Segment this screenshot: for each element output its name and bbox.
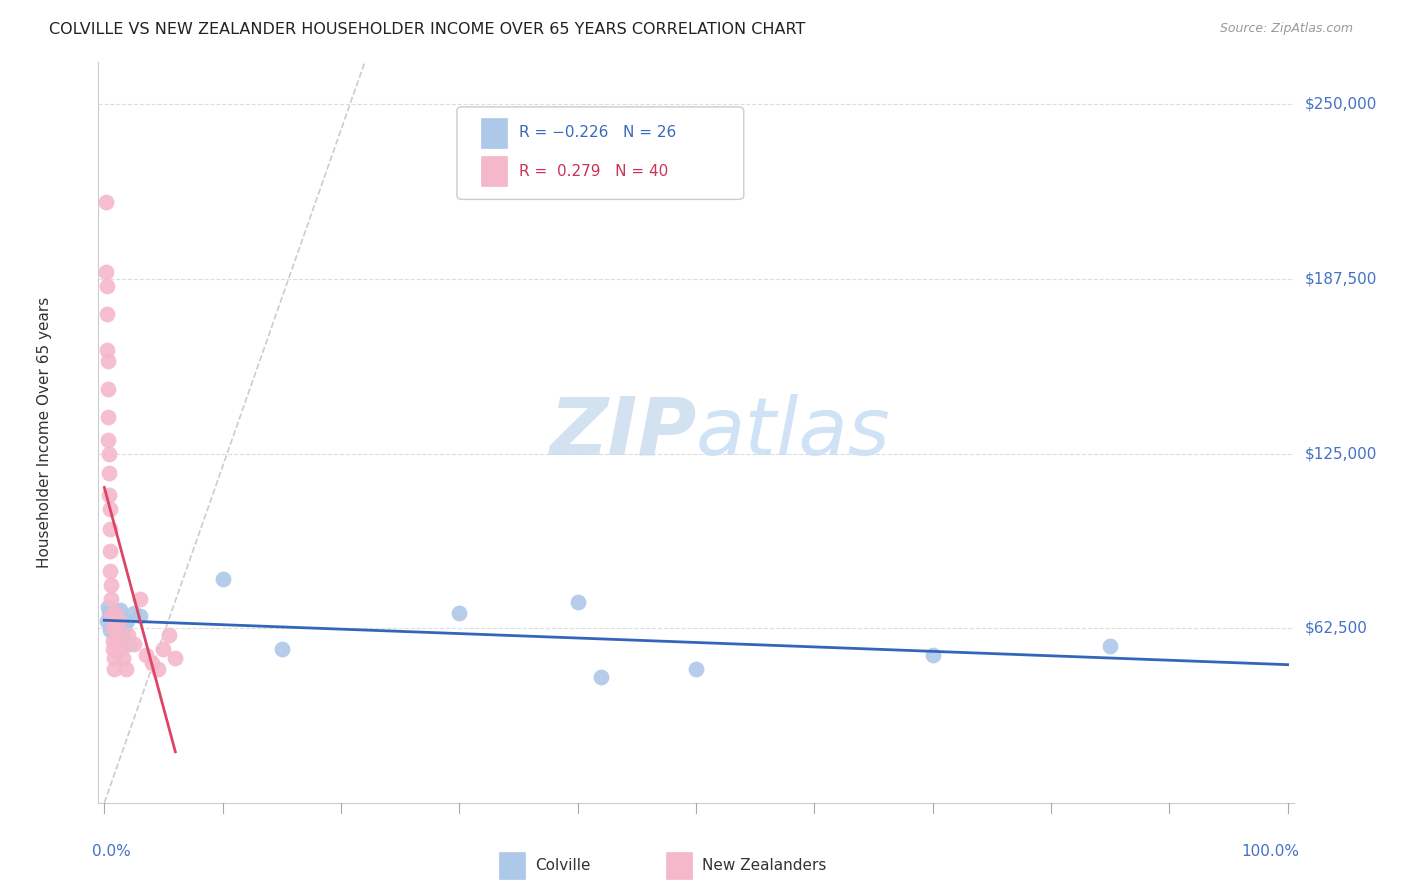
Text: R = −0.226   N = 26: R = −0.226 N = 26 [519,125,676,140]
Point [96,614,118,628]
Text: atlas: atlas [696,393,891,472]
Point [211,572,233,586]
Point [97,433,120,447]
Point [128,591,150,606]
Point [98,488,121,502]
Text: 100.0%: 100.0% [1241,844,1299,858]
Point [98,544,121,558]
Point [94,265,117,279]
Point [122,636,145,650]
Point [105,633,128,648]
Point [101,620,124,634]
Point [112,650,135,665]
Point [104,606,127,620]
Point [449,606,471,620]
FancyBboxPatch shape [457,107,744,200]
Point [98,564,121,578]
Point [107,614,129,628]
Text: New Zealanders: New Zealanders [702,858,827,873]
Point [98,522,121,536]
Point [105,623,128,637]
Text: R =  0.279   N = 40: R = 0.279 N = 40 [519,164,668,178]
Point [591,670,613,684]
Point [103,628,125,642]
Point [103,662,125,676]
Bar [666,853,692,879]
Text: $187,500: $187,500 [1305,271,1376,286]
Point [114,662,136,676]
Point [97,354,120,368]
Point [141,656,163,670]
Text: 0.0%: 0.0% [93,844,131,858]
Point [100,608,122,623]
Point [135,648,157,662]
Point [1099,640,1122,654]
Point [270,642,292,657]
Point [111,628,134,642]
Point [101,620,124,634]
Point [107,614,129,628]
Point [100,591,122,606]
Point [100,608,122,623]
Point [104,614,127,628]
Point [100,578,122,592]
Point [96,343,118,358]
Bar [499,853,524,879]
Point [165,650,187,665]
Point [105,606,128,620]
Point [146,662,169,676]
Point [103,650,125,665]
Point [115,614,138,628]
Point [921,648,943,662]
Text: $125,000: $125,000 [1305,446,1376,461]
Text: Source: ZipAtlas.com: Source: ZipAtlas.com [1219,22,1353,36]
Text: COLVILLE VS NEW ZEALANDER HOUSEHOLDER INCOME OVER 65 YEARS CORRELATION CHART: COLVILLE VS NEW ZEALANDER HOUSEHOLDER IN… [49,22,806,37]
Point [128,608,150,623]
Point [685,662,707,676]
Point [122,606,145,620]
Point [108,603,131,617]
Point [157,628,180,642]
Text: ZIP: ZIP [548,393,696,472]
Text: Householder Income Over 65 years: Householder Income Over 65 years [37,297,52,568]
Point [97,382,120,396]
Point [98,606,121,620]
Point [98,446,121,460]
Point [118,636,141,650]
Point [101,633,124,648]
Point [104,623,127,637]
Point [101,642,124,657]
Point [567,594,589,608]
Point [94,195,117,210]
Bar [481,156,508,186]
Point [98,466,121,480]
Text: Colville: Colville [534,858,591,873]
Point [98,623,121,637]
Point [97,600,120,615]
Text: $250,000: $250,000 [1305,97,1376,112]
Point [96,279,118,293]
Point [152,642,174,657]
Point [117,628,139,642]
Point [97,410,120,425]
Point [96,307,118,321]
Point [110,642,132,657]
Point [98,502,121,516]
Point [114,620,136,634]
Bar [481,118,508,147]
Text: $62,500: $62,500 [1305,621,1368,636]
